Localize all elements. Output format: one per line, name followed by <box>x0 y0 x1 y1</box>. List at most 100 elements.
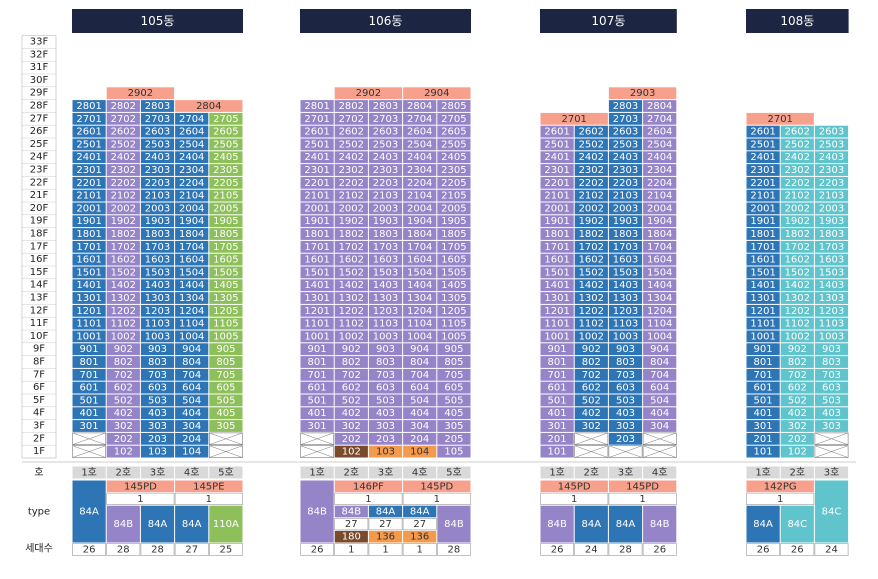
unit-label: 504 <box>182 395 201 406</box>
unit-label: 302 <box>788 421 807 432</box>
unit <box>368 151 403 164</box>
unit-label: 2601 <box>304 127 329 138</box>
unit-label: 404 <box>650 408 669 419</box>
unit-label: 1205 <box>441 306 466 317</box>
unit <box>334 125 368 138</box>
unit-label: 1305 <box>213 293 238 304</box>
unit <box>175 240 209 253</box>
unit <box>403 151 437 164</box>
unit-label: 503 <box>616 395 635 406</box>
unit <box>334 189 368 202</box>
unit <box>209 317 243 330</box>
unit-label: 1402 <box>111 280 136 291</box>
unit <box>175 125 209 138</box>
unit-label: 2001 <box>76 203 101 214</box>
unit <box>746 330 780 343</box>
unit-label: 2801 <box>76 101 101 112</box>
unit-label: 1705 <box>441 242 466 253</box>
line-cell-label: 5호 <box>446 467 462 479</box>
unit <box>540 279 574 292</box>
unit <box>437 266 471 279</box>
unit-label: 1301 <box>750 293 775 304</box>
unit-label: 702 <box>582 370 601 381</box>
unit <box>403 228 437 240</box>
unit <box>368 432 403 445</box>
unit-label: 1905 <box>213 216 238 227</box>
unit-label: 1203 <box>145 306 170 317</box>
unit-label: 203 <box>148 434 167 445</box>
unit-label: 2604 <box>647 127 672 138</box>
unit <box>72 100 106 112</box>
unit <box>368 240 403 253</box>
unit <box>437 202 471 215</box>
unit <box>209 189 243 202</box>
unit <box>209 407 243 420</box>
count-cell <box>140 543 175 556</box>
unit-label: 1002 <box>339 331 364 342</box>
unit-label: 601 <box>308 383 327 394</box>
unit-label: 2001 <box>304 203 329 214</box>
unit <box>574 330 608 343</box>
type-cell <box>106 505 140 543</box>
type-cell-label: 84B <box>444 519 464 530</box>
unit-label: 802 <box>114 357 133 368</box>
unit <box>106 228 140 240</box>
unit <box>746 381 780 394</box>
unit-label: 2404 <box>647 152 672 163</box>
unit-label: 1002 <box>579 331 604 342</box>
floor-label: 16F <box>30 254 49 265</box>
unit <box>300 228 334 240</box>
unit <box>72 151 106 164</box>
unit-label: 2104 <box>647 191 672 202</box>
unit <box>814 394 849 407</box>
unit-label: 1403 <box>373 280 398 291</box>
unit <box>300 279 334 292</box>
type-cell <box>402 517 437 531</box>
unit-label: 301 <box>754 421 773 432</box>
empty-cross <box>643 445 677 458</box>
unit-label: 2504 <box>179 139 204 150</box>
floor-label: 4F <box>33 408 45 419</box>
unit-label: 1604 <box>407 255 432 266</box>
unit <box>574 266 608 279</box>
unit <box>437 317 471 330</box>
unit-label: 1601 <box>76 255 101 266</box>
unit <box>368 343 403 356</box>
unit-label: 901 <box>308 344 327 355</box>
line-cell <box>334 466 368 479</box>
unit <box>437 176 471 189</box>
type-cell-label: 84B <box>307 507 327 518</box>
unit-label: 902 <box>114 344 133 355</box>
unit-label: 2202 <box>579 178 604 189</box>
type-cell <box>140 505 175 543</box>
count-cell <box>368 543 403 556</box>
unit <box>780 228 814 240</box>
unit-label: 1703 <box>819 242 844 253</box>
unit-label: 104 <box>410 447 429 458</box>
unit-label: 805 <box>216 357 235 368</box>
unit-label: 2703 <box>145 114 170 125</box>
unit <box>608 292 643 304</box>
unit <box>814 420 849 432</box>
unit <box>574 407 608 420</box>
unit-label: 301 <box>548 421 567 432</box>
unit-label: 603 <box>822 383 841 394</box>
unit-label: 2704 <box>647 114 672 125</box>
unit-label: 2305 <box>441 165 466 176</box>
unit-label: 1803 <box>613 229 638 240</box>
unit <box>608 87 677 100</box>
count-cell <box>746 543 781 556</box>
unit <box>437 151 471 164</box>
unit <box>300 304 334 317</box>
unit-label: 103 <box>148 447 167 458</box>
count-cell-label: 1 <box>348 545 354 556</box>
floor-label: 20F <box>30 203 49 214</box>
unit <box>175 407 209 420</box>
unit-label: 2402 <box>785 152 810 163</box>
unit-label: 1601 <box>544 255 569 266</box>
unit <box>72 164 106 176</box>
type-cell <box>106 492 175 506</box>
unit-label: 1803 <box>373 229 398 240</box>
unit-label: 605 <box>444 383 463 394</box>
